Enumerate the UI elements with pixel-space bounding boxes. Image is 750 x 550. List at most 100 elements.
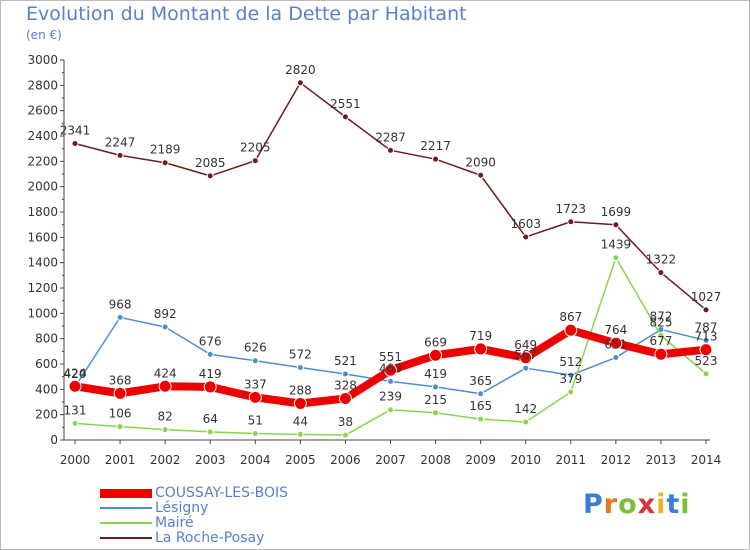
- data-point: [432, 409, 440, 417]
- y-tick-label: 2000: [27, 180, 58, 194]
- chart-unit-label: (en €): [26, 28, 62, 42]
- data-point: [567, 388, 575, 396]
- data-label: 968: [109, 297, 132, 311]
- data-label: 787: [695, 320, 718, 334]
- data-label: 521: [334, 354, 357, 368]
- data-point: [206, 172, 214, 180]
- data-label: 2820: [285, 63, 316, 77]
- y-tick-label: 1400: [27, 256, 58, 270]
- x-tick-label: 2007: [375, 453, 406, 467]
- data-label: 2090: [465, 155, 496, 169]
- data-point: [519, 351, 533, 365]
- data-label: 2341: [60, 123, 91, 137]
- data-label: 1603: [510, 217, 541, 231]
- data-label: 651: [604, 338, 627, 352]
- logo-letter: i: [680, 489, 691, 520]
- data-point: [432, 155, 440, 163]
- data-point: [612, 221, 620, 229]
- y-tick-label: 2200: [27, 154, 58, 168]
- y-tick-label: 600: [35, 357, 58, 371]
- x-tick-label: 2002: [150, 453, 181, 467]
- data-point: [71, 419, 79, 427]
- legend-label-lesigny: Lésigny: [155, 500, 209, 516]
- y-tick-label: 2400: [27, 129, 58, 143]
- legend-swatch-lesigny: [100, 507, 152, 509]
- data-point: [161, 159, 169, 167]
- data-point: [567, 371, 575, 379]
- data-label: 142: [514, 402, 537, 416]
- data-label: 82: [158, 410, 173, 424]
- data-label: 239: [379, 390, 402, 404]
- data-point: [612, 254, 620, 262]
- logo-letter: r: [603, 489, 619, 520]
- legend-swatch-roche-posay: [100, 537, 152, 539]
- data-point: [522, 233, 530, 241]
- data-point: [477, 415, 485, 423]
- data-label: 2551: [330, 97, 361, 111]
- legend-swatch-maire: [100, 522, 152, 524]
- data-point: [341, 113, 349, 121]
- data-point: [387, 377, 394, 385]
- data-label: 649: [514, 338, 537, 352]
- data-label: 1723: [556, 202, 587, 216]
- y-tick-label: 200: [35, 408, 58, 422]
- y-tick-label: 800: [35, 332, 58, 346]
- data-point: [71, 139, 79, 147]
- data-label: 379: [559, 372, 582, 386]
- x-tick-label: 2006: [330, 453, 361, 467]
- proxiti-logo: Proxiti: [583, 489, 691, 520]
- data-point: [702, 370, 710, 378]
- data-label: 288: [289, 384, 312, 398]
- logo-letter: t: [666, 489, 681, 520]
- data-label: 1322: [646, 253, 677, 267]
- data-point: [477, 390, 485, 398]
- x-tick-label: 2010: [510, 453, 541, 467]
- data-label: 165: [469, 399, 492, 413]
- data-label: 424: [64, 366, 87, 380]
- data-label: 567: [514, 348, 537, 362]
- data-point: [612, 354, 620, 362]
- legend-label-coussay: COUSSAY-LES-BOIS: [155, 485, 288, 501]
- data-point: [699, 343, 713, 357]
- data-point: [702, 306, 710, 314]
- x-tick-label: 2012: [601, 453, 632, 467]
- data-label: 1439: [601, 238, 632, 252]
- data-label: 215: [424, 393, 447, 407]
- data-label: 368: [109, 373, 132, 387]
- y-tick-label: 3000: [27, 53, 58, 67]
- data-point: [477, 171, 485, 179]
- data-point: [567, 218, 575, 226]
- data-point: [158, 379, 172, 393]
- data-label: 424: [154, 366, 177, 380]
- data-label: 676: [199, 334, 222, 348]
- data-label: 2217: [420, 139, 451, 153]
- y-tick-label: 2800: [27, 78, 58, 92]
- x-tick-label: 2009: [465, 453, 496, 467]
- data-point: [116, 151, 124, 159]
- data-label: 2189: [150, 143, 181, 157]
- data-label: 106: [109, 407, 132, 421]
- data-point: [296, 79, 304, 87]
- data-point: [522, 364, 530, 372]
- data-label: 2247: [105, 135, 136, 149]
- data-label: 328: [334, 378, 357, 392]
- data-label: 2287: [375, 130, 406, 144]
- data-label: 419: [199, 367, 222, 381]
- y-tick-label: 2600: [27, 104, 58, 118]
- data-point: [609, 336, 623, 350]
- data-label: 719: [469, 329, 492, 343]
- logo-letter: o: [618, 489, 638, 520]
- data-label: 677: [649, 334, 672, 348]
- data-label: 892: [154, 307, 177, 321]
- data-point: [206, 350, 214, 358]
- data-label: 44: [293, 414, 308, 428]
- y-tick-label: 400: [35, 382, 58, 396]
- data-point: [251, 357, 259, 365]
- data-label: 872: [649, 310, 672, 324]
- data-label: 2205: [240, 141, 271, 155]
- y-tick-label: 1000: [27, 306, 58, 320]
- y-tick-label: 1200: [27, 281, 58, 295]
- data-point: [251, 157, 259, 165]
- data-label: 825: [649, 316, 672, 330]
- x-tick-label: 2011: [556, 453, 587, 467]
